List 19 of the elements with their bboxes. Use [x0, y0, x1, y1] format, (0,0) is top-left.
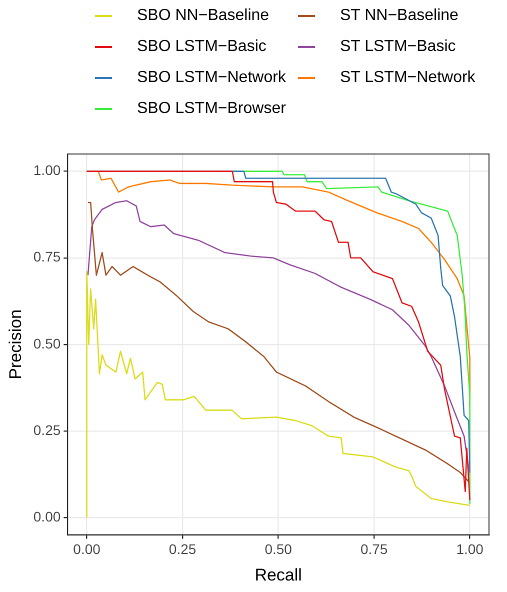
y-tick-label: 0.75	[33, 248, 61, 265]
y-tick-label: 0.00	[33, 508, 61, 524]
legend-label: ST LSTM−Network	[340, 68, 476, 86]
x-tick-label: 0.25	[168, 541, 196, 558]
y-tick-label: 0.25	[33, 422, 61, 438]
x-tick-label: 0.00	[73, 541, 101, 558]
x-axis-title: Recall	[254, 565, 302, 584]
y-axis-title: Precision	[6, 309, 25, 380]
y-tick-label: 1.00	[33, 162, 61, 178]
x-tick-label: 0.50	[264, 541, 292, 558]
legend-label: SBO LSTM−Network	[137, 68, 286, 86]
legend-label: ST LSTM−Basic	[340, 38, 456, 56]
legend-label: SBO LSTM−Basic	[137, 38, 266, 56]
y-tick-label: 0.50	[33, 335, 61, 352]
legend-label: SBO LSTM−Browser	[137, 100, 286, 118]
legend-label: ST NN−Baseline	[340, 6, 458, 24]
x-tick-label: 0.75	[360, 541, 388, 558]
x-tick-label: 1.00	[456, 541, 484, 558]
legend-label: SBO NN−Baseline	[137, 6, 270, 24]
